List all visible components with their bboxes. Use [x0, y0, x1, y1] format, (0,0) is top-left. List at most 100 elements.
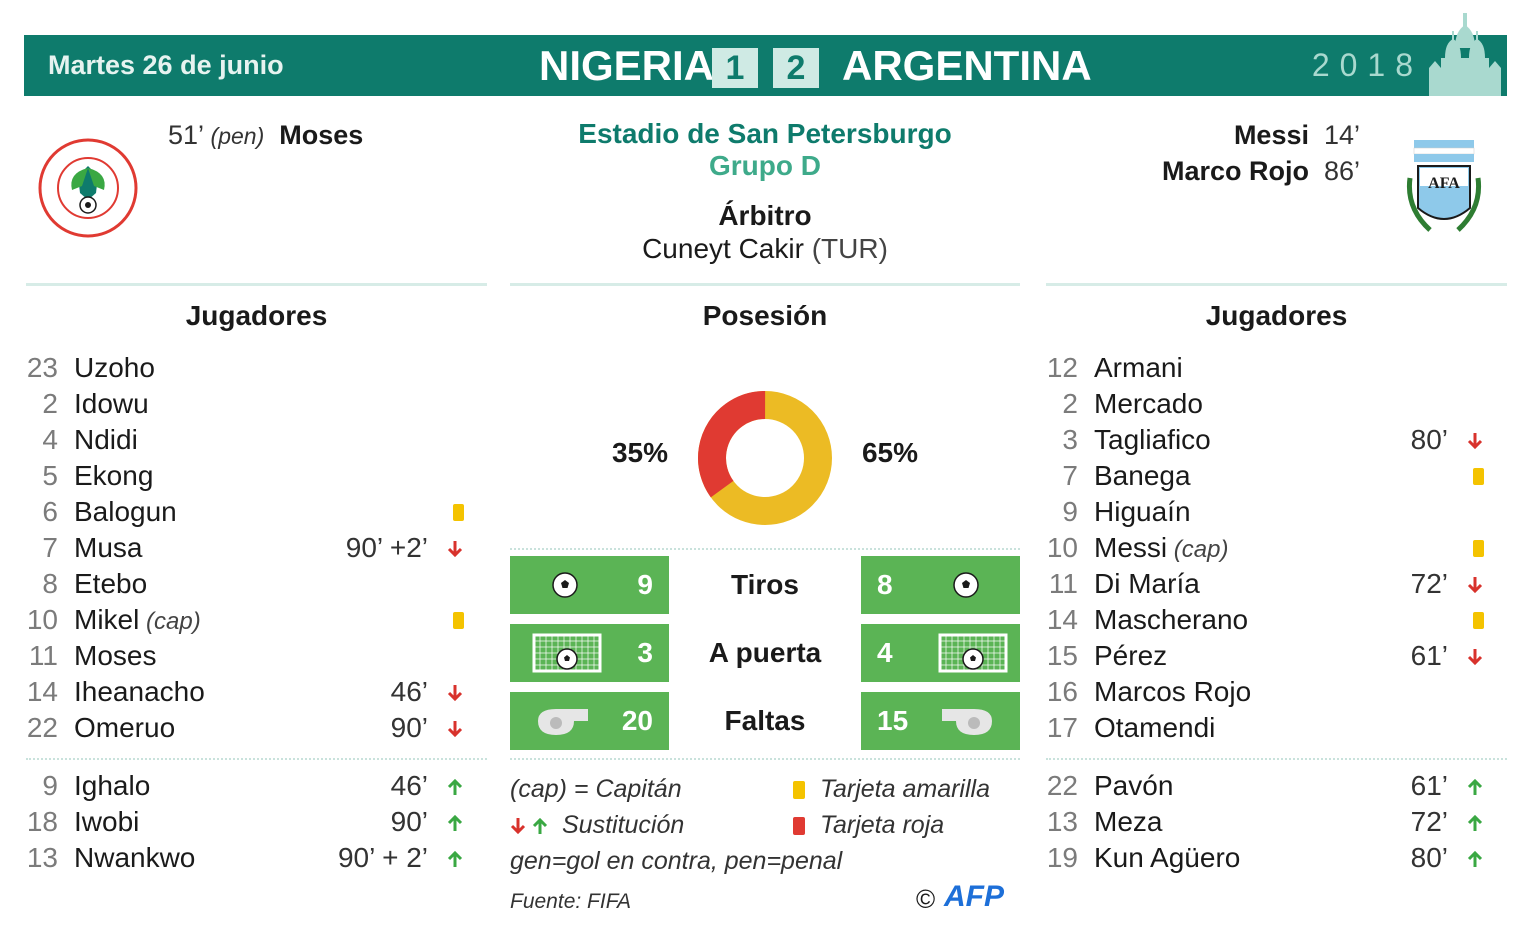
afp-logo: AFP — [944, 880, 1004, 913]
player-number: 11 — [1048, 568, 1078, 599]
player-name: Ekong — [74, 460, 154, 491]
possession-title: Posesión — [702, 300, 828, 331]
player-row: 11 Di María 72’ — [1038, 566, 1508, 602]
sub-out-arrow-icon — [447, 685, 463, 702]
yellow-card-icon — [1473, 540, 1484, 557]
player-name: Higuaín — [1094, 496, 1191, 527]
away-team-name: ARGENTINA — [842, 42, 1092, 89]
player-name: Etebo — [74, 568, 148, 599]
player-name: Banega — [1094, 460, 1191, 491]
whistle-icon — [942, 709, 992, 735]
sub-in-arrow-icon — [447, 850, 463, 867]
ball-icon — [552, 572, 578, 598]
stat-home-value: 3 — [637, 637, 653, 668]
sub-time: 61’ — [1410, 640, 1448, 671]
goal-player: Messi — [1233, 120, 1309, 150]
sub-time: 46’ — [390, 770, 428, 801]
sub-out-arrow-icon — [447, 721, 463, 738]
stats-divider — [510, 758, 1020, 760]
player-row: 18 Iwobi 90’ — [18, 804, 488, 840]
possession-away: 65% — [861, 437, 919, 468]
player-number: 10 — [26, 604, 58, 635]
player-number: 22 — [26, 712, 58, 743]
player-number: 9 — [1062, 496, 1078, 527]
player-number: 14 — [26, 676, 58, 707]
sub-in-arrow-icon — [1467, 778, 1483, 795]
player-number: 18 — [26, 806, 58, 837]
player-name: Mascherano — [1094, 604, 1249, 635]
whistle-icon — [538, 709, 588, 735]
player-name: Moses — [74, 640, 157, 671]
legend-red-card: Tarjeta roja — [820, 811, 945, 839]
away-score: 2 — [773, 48, 819, 88]
sub-out-arrow-icon — [447, 541, 463, 558]
sub-out-arrow-icon — [1467, 577, 1483, 594]
player-number: 14 — [1046, 604, 1078, 635]
sub-time: 46’ — [390, 676, 428, 707]
player-row: 10 Messi (cap) — [1038, 530, 1508, 566]
player-name: Armani — [1094, 352, 1183, 383]
home-players-title: Jugadores — [185, 300, 328, 331]
sub-time: 90’ — [390, 712, 428, 743]
yellow-card-icon — [1473, 612, 1484, 629]
player-name: Musa — [74, 532, 143, 563]
stat-home-bar: 3 — [510, 624, 669, 682]
player-name: Messi (cap) — [1094, 532, 1229, 563]
away-goal-scorer: Marco Rojo 86’ — [1162, 156, 1364, 187]
stat-label: A puerta — [708, 637, 822, 668]
stat-away-value: 4 — [877, 637, 893, 668]
player-row: 7 Musa 90’ +2’ — [18, 530, 488, 566]
sub-in-arrow-icon — [1467, 814, 1483, 831]
player-number: 2 — [1062, 388, 1078, 419]
player-number: 6 — [42, 496, 58, 527]
player-row: 19 Kun Agüero 80’ — [1038, 840, 1508, 876]
player-row: 11 Moses — [18, 638, 488, 674]
player-name: Mikel (cap) — [74, 604, 201, 635]
stat-home-value: 20 — [621, 705, 653, 736]
player-name: Mercado — [1094, 388, 1203, 419]
stat-home-bar: 20 — [510, 692, 669, 750]
stat-away-value: 8 — [877, 569, 893, 600]
possession-home-slice — [698, 391, 832, 525]
player-number: 4 — [42, 424, 58, 455]
sub-time: 90’ + 2’ — [337, 842, 428, 873]
player-row: 22 Pavón 61’ — [1038, 768, 1508, 804]
stat-home-bar: 9 — [510, 556, 669, 614]
sub-time: 80’ — [1410, 842, 1448, 873]
legend-gen-pen: gen=gol en contra, pen=penal — [510, 847, 843, 875]
player-row: 4 Ndidi — [18, 422, 488, 458]
substitution-icon — [510, 817, 548, 835]
legend-yellow-card: Tarjeta amarilla — [820, 775, 990, 803]
goal-minute: 14’ — [1324, 120, 1361, 150]
sub-time: 90’ +2’ — [345, 532, 428, 563]
player-number: 8 — [42, 568, 58, 599]
player-number: 2 — [42, 388, 58, 419]
player-name: Kun Agüero — [1094, 842, 1241, 873]
nigeria-crest-icon — [38, 138, 138, 238]
goal-player: Marco Rojo — [1161, 156, 1309, 186]
player-name: Omeruo — [74, 712, 176, 743]
afa-crest-text: AFA — [1428, 175, 1460, 192]
player-row: 8 Etebo — [18, 566, 488, 602]
player-name: Ighalo — [74, 770, 151, 801]
player-number: 12 — [1046, 352, 1078, 383]
player-row: 9 Ighalo 46’ — [18, 768, 488, 804]
group: Grupo D — [709, 150, 821, 181]
player-number: 7 — [42, 532, 58, 563]
stat-away-bar: 8 — [861, 556, 1020, 614]
player-number: 11 — [28, 640, 58, 671]
player-name: Marcos Rojo — [1094, 676, 1252, 707]
captain-mark: (cap) — [1167, 536, 1229, 563]
away-players-list: 12 Armani 2 Mercado 3 Tagliafico 80’ 7 Banega 9 Hi… — [1038, 350, 1508, 880]
stat-away-value: 15 — [877, 705, 909, 736]
divider — [510, 283, 1020, 286]
player-row: 5 Ekong — [18, 458, 488, 494]
argentina-crest-icon — [1406, 140, 1482, 232]
sub-time: 80’ — [1410, 424, 1448, 455]
player-name: Idowu — [74, 388, 149, 419]
player-number: 16 — [1046, 676, 1078, 707]
yellow-card-icon — [1473, 468, 1484, 485]
sub-in-arrow-icon — [1467, 850, 1483, 867]
player-row: 9 Higuaín — [1038, 494, 1508, 530]
kremlin-icon — [1429, 13, 1501, 96]
